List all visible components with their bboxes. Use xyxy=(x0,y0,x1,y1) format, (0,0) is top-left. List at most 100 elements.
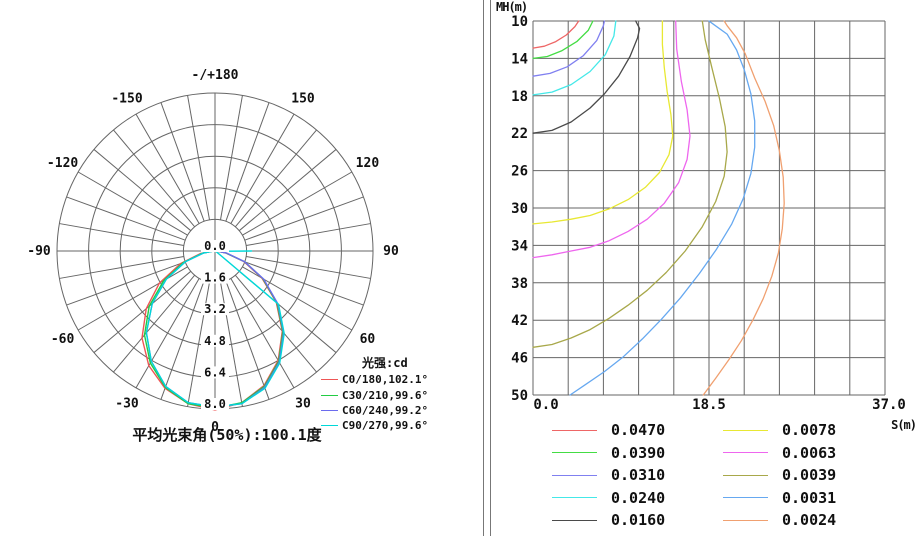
polar-legend-value: C90/270,99.6° xyxy=(342,419,429,433)
iso-legend-swatch-line xyxy=(552,474,597,476)
polar-angle-label: -60 xyxy=(51,332,75,347)
polar-legend-item: C90/270,99.6° xyxy=(318,418,428,433)
polar-legend: 光强:cd C0/180,102.1° C30/210,99.6° C60/240,… xyxy=(318,354,428,434)
polar-grid-spoke xyxy=(238,149,337,232)
polar-angle-label: 150 xyxy=(291,92,315,107)
polar-angle-label: -30 xyxy=(115,396,139,411)
iso-contour-line-0.0024 xyxy=(702,20,785,396)
iso-legend-item: 0.0063 xyxy=(723,442,836,465)
iso-contour-line-0.0039 xyxy=(532,20,728,348)
iso-x-tick-label: 37.0 xyxy=(872,397,906,413)
iso-contour-line-0.0310 xyxy=(532,20,606,77)
polar-ring-label: 4.8 xyxy=(204,334,226,348)
iso-legend-value: 0.0240 xyxy=(611,488,666,507)
polar-grid-spoke xyxy=(244,261,364,306)
polar-grid-spoke xyxy=(93,270,192,353)
polar-legend-value: C60/240,99.2° xyxy=(342,403,429,417)
polar-grid-spoke xyxy=(234,129,317,228)
iso-contour-line-0.0240 xyxy=(532,20,617,96)
polar-grid-spoke xyxy=(187,282,211,407)
iso-contour-line-0.0078 xyxy=(532,20,674,225)
polar-ring-label: 6.4 xyxy=(204,365,226,379)
polar-angle-label: 90 xyxy=(383,244,399,259)
polar-grid-spoke xyxy=(93,149,192,232)
iso-y-tick-label: 46 xyxy=(511,351,528,367)
polar-grid-spoke xyxy=(59,223,184,247)
polar-legend-value: C30/210,99.6° xyxy=(342,388,429,402)
iso-legend-item: 0.0310 xyxy=(552,464,665,487)
iso-legend-item: 0.0024 xyxy=(723,509,836,532)
polar-legend-swatch-line xyxy=(321,425,338,427)
iso-legend-swatch-line xyxy=(723,452,768,454)
iso-y-tick-label: 22 xyxy=(511,126,528,142)
iso-legend-value: 0.0063 xyxy=(782,443,837,462)
iso-legend-swatch-line xyxy=(552,452,597,454)
polar-legend-swatch-line xyxy=(321,394,338,396)
iso-legend-swatch-line xyxy=(723,474,768,476)
polar-legend-swatch-line xyxy=(321,379,338,381)
polar-legend-swatch-line xyxy=(321,409,338,411)
polar-ring-label-bg xyxy=(201,334,229,347)
iso-contour-line-0.0390 xyxy=(532,20,594,60)
polar-grid-spoke xyxy=(135,278,200,389)
polar-angle-label: 120 xyxy=(356,156,380,171)
polar-legend-item: C30/210,99.6° xyxy=(318,387,428,402)
polar-grid-spoke xyxy=(113,274,196,373)
polar-grid-spoke xyxy=(234,274,317,373)
iso-y-tick-label: 38 xyxy=(511,276,528,292)
iso-legend-right-column: 0.0078 0.0063 0.0039 0.0031 0.0024 xyxy=(723,419,836,532)
iso-y-tick-label: 14 xyxy=(511,51,528,67)
polar-grid-spoke xyxy=(135,113,200,224)
iso-y-tick-label: 10 xyxy=(511,14,528,30)
polar-grid-spoke xyxy=(187,95,211,220)
polar-angle-label: -90 xyxy=(27,244,51,259)
iso-legend-swatch-line xyxy=(723,497,768,499)
iso-y-tick-label: 30 xyxy=(511,201,528,217)
polar-ring-label: 1.6 xyxy=(204,271,226,285)
polar-grid-spoke xyxy=(230,278,295,389)
polar-grid-spoke xyxy=(242,171,353,236)
y-axis-title: MH(m) xyxy=(496,0,528,14)
polar-grid-spoke xyxy=(246,223,371,247)
polar-grid-spoke xyxy=(230,113,295,224)
iso-legend-value: 0.0470 xyxy=(611,421,666,440)
iso-legend-left-column: 0.0470 0.0390 0.0310 0.0240 0.0160 xyxy=(552,419,665,532)
polar-ring-label-bg xyxy=(201,303,229,316)
iso-y-tick-label: 42 xyxy=(511,313,528,329)
polar-angle-label: 60 xyxy=(360,332,376,347)
polar-angle-label: -120 xyxy=(47,156,78,171)
iso-legend-value: 0.0024 xyxy=(782,511,837,530)
iso-legend-item: 0.0160 xyxy=(552,509,665,532)
iso-legend-swatch-line xyxy=(723,429,768,431)
iso-y-tick-label: 50 xyxy=(511,388,528,404)
polar-ring-label: 8.0 xyxy=(204,397,226,411)
iso-y-tick-label: 26 xyxy=(511,164,528,180)
polar-grid-spoke xyxy=(160,102,205,222)
polar-legend-value: C0/180,102.1° xyxy=(342,373,429,387)
iso-contour-line-0.0470 xyxy=(532,20,580,49)
polar-grid-spoke xyxy=(219,282,243,407)
polar-grid-spoke xyxy=(77,171,188,236)
beam-angle-caption: 平均光束角(50%):100.1度 xyxy=(132,426,322,444)
iso-legend-item: 0.0470 xyxy=(552,419,665,442)
polar-legend-item: C0/180,102.1° xyxy=(318,372,428,387)
iso-legend-value: 0.0160 xyxy=(611,511,666,530)
polar-legend-item: C60/240,99.2° xyxy=(318,403,428,418)
iso-legend-swatch-line xyxy=(552,429,597,431)
iso-legend-value: 0.0310 xyxy=(611,466,666,485)
iso-legend-value: 0.0031 xyxy=(782,488,837,507)
polar-grid-spoke xyxy=(244,196,364,241)
polar-grid-spoke xyxy=(113,129,196,228)
iso-legend-swatch-line xyxy=(723,519,768,521)
polar-ring-label-bg xyxy=(201,398,229,410)
polar-ring-label-bg xyxy=(201,271,229,284)
polar-legend-title: 光强:cd xyxy=(362,356,408,370)
polar-ring-label-bg xyxy=(201,366,229,379)
polar-grid-spoke xyxy=(77,266,188,331)
polar-ring-label: 3.2 xyxy=(204,302,226,316)
x-axis-title: S(m) xyxy=(891,418,917,432)
iso-contour-line-0.0031 xyxy=(569,20,756,396)
polar-angle-label: -150 xyxy=(111,92,142,107)
iso-legend-item: 0.0031 xyxy=(723,487,836,510)
